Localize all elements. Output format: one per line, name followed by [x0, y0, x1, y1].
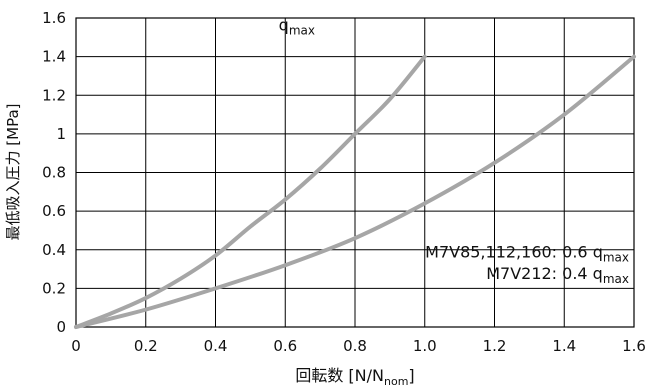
x-tick-label: 0.4: [204, 337, 228, 355]
annotation-main: q: [279, 16, 289, 35]
x-tick-label: 0.6: [273, 337, 297, 355]
series-layer: [74, 54, 636, 329]
annotation-main: M7V85,112,160: 0.6 q: [425, 243, 603, 262]
plot-frame: [75, 17, 635, 328]
annotation-3: M7V212: 0.4 qmax: [486, 264, 629, 286]
x-axis-label-sub: nom: [384, 375, 408, 387]
annotation-subscript: max: [603, 272, 629, 286]
y-tick-label: 1.4: [42, 48, 66, 66]
y-tick-label: 0.8: [42, 164, 66, 182]
y-tick-labels: 0 0.2 0.4 0.6 0.8 1 1.2 1.4 1.6: [42, 9, 66, 336]
annotation-subscript: max: [289, 24, 315, 38]
x-tick-label: 1.0: [413, 337, 437, 355]
annotation-2: M7V85,112,160: 0.6 qmax: [425, 243, 629, 265]
x-tick-label: 0.8: [343, 337, 367, 355]
annotation-main: M7V212: 0.4 q: [486, 264, 603, 283]
x-tick-label: 0.2: [134, 337, 158, 355]
y-tick-label: 0.2: [42, 279, 66, 297]
x-axis-label: 回転数 [N/Nnom]: [295, 366, 414, 387]
x-tick-label: 1.2: [483, 337, 507, 355]
x-tick-labels: 0 0.2 0.4 0.6 0.8 1.0 1.2 1.4 1.6: [71, 337, 646, 355]
annotation-subscript: max: [603, 251, 629, 265]
y-tick-label: 1: [56, 125, 66, 143]
y-tick-label: 0.6: [42, 202, 66, 220]
x-axis-label-main: 回転数 [N/N: [295, 366, 384, 385]
series-line-1: [74, 54, 427, 329]
annotation-1: qmax: [279, 16, 315, 38]
y-tick-label: 0: [56, 318, 66, 336]
series-line-2: [74, 54, 636, 329]
x-tick-label: 0: [71, 337, 81, 355]
x-tick-label: 1.6: [622, 337, 646, 355]
y-tick-label: 0.4: [42, 241, 66, 259]
y-axis-label: 最低吸入圧力 [MPa]: [4, 104, 22, 241]
y-tick-label: 1.2: [42, 86, 66, 104]
x-axis-label-end: ]: [408, 366, 414, 385]
x-tick-label: 1.4: [552, 337, 576, 355]
y-tick-label: 1.6: [42, 9, 66, 27]
